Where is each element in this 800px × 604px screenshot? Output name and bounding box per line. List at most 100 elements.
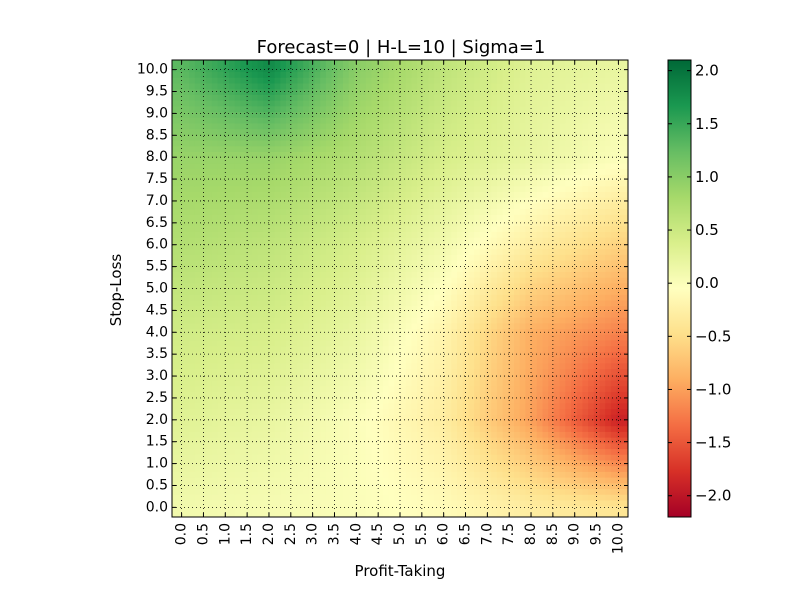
heatmap-cell — [320, 408, 327, 415]
heatmap-cell — [286, 339, 293, 347]
heatmap-cell — [479, 225, 487, 232]
heatmap-cell — [234, 448, 241, 455]
heatmap-cell — [286, 225, 293, 232]
heatmap-cell — [599, 437, 606, 444]
heatmap-cell — [417, 454, 424, 461]
heatmap-cell — [502, 482, 509, 490]
heatmap-cell — [559, 208, 566, 215]
heatmap-cell — [422, 357, 430, 364]
heatmap-cell — [514, 317, 521, 324]
heatmap-cell — [240, 311, 247, 318]
heatmap-cell — [246, 419, 253, 427]
heatmap-cell — [377, 305, 384, 312]
heatmap-cell — [622, 197, 628, 204]
heatmap-cell — [257, 477, 264, 484]
heatmap-cell — [263, 174, 270, 181]
heatmap-cell — [291, 179, 298, 187]
heatmap-cell — [553, 471, 561, 478]
heatmap-cell — [194, 505, 202, 512]
heatmap-cell — [588, 282, 595, 290]
heatmap-cell — [172, 277, 179, 284]
heatmap-cell — [217, 197, 224, 204]
heatmap-cell — [183, 168, 190, 175]
heatmap-cell — [525, 368, 532, 375]
heatmap-cell — [559, 385, 566, 392]
heatmap-cell — [354, 265, 361, 272]
heatmap-cell — [485, 334, 492, 341]
heatmap-cell — [542, 237, 549, 244]
heatmap-cell — [565, 328, 572, 335]
heatmap-cell — [268, 477, 276, 484]
heatmap-cell — [217, 505, 224, 512]
heatmap-cell — [485, 442, 492, 450]
heatmap-cell — [588, 397, 595, 404]
heatmap-cell — [268, 191, 276, 198]
heatmap-cell — [280, 362, 287, 370]
heatmap-cell — [229, 385, 236, 392]
heatmap-cell — [274, 385, 281, 392]
heatmap-cell — [576, 242, 583, 250]
heatmap-cell — [457, 408, 464, 415]
heatmap-cell — [588, 511, 595, 517]
heatmap-cell — [217, 357, 224, 364]
heatmap-cell — [582, 179, 589, 187]
heatmap-cell — [542, 231, 549, 238]
heatmap-cell — [194, 511, 202, 517]
heatmap-cell — [223, 419, 230, 427]
heatmap-cell — [251, 237, 259, 244]
heatmap-cell — [485, 185, 492, 192]
heatmap-cell — [405, 174, 412, 181]
heatmap-cell — [360, 511, 367, 517]
heatmap-cell — [462, 202, 469, 210]
heatmap-cell — [354, 294, 361, 301]
heatmap-cell — [343, 305, 350, 312]
heatmap-cell — [531, 437, 538, 444]
heatmap-cell — [439, 208, 447, 215]
heatmap-cell — [553, 408, 561, 415]
heatmap-cell — [257, 448, 264, 455]
heatmap-cell — [343, 294, 350, 301]
heatmap-cell — [491, 174, 498, 181]
heatmap-cell — [183, 311, 190, 318]
heatmap-cell — [189, 505, 196, 512]
heatmap-cell — [240, 334, 247, 341]
heatmap-cell — [172, 317, 179, 324]
heatmap-cell — [485, 299, 492, 307]
heatmap-cell — [303, 402, 310, 410]
heatmap-cell — [428, 328, 435, 335]
heatmap-cell — [206, 425, 213, 432]
heatmap-cell — [388, 465, 395, 472]
heatmap-cell — [240, 242, 247, 250]
heatmap-cell — [234, 368, 241, 375]
heatmap-cell — [343, 511, 350, 517]
heatmap-cell — [565, 431, 572, 438]
heatmap-cell — [354, 425, 361, 432]
heatmap-cell — [365, 482, 373, 490]
heatmap-cell — [308, 225, 316, 232]
heatmap-cell — [474, 408, 481, 415]
heatmap-cell — [593, 208, 601, 215]
heatmap-cell — [348, 442, 355, 450]
heatmap-cell — [360, 179, 367, 187]
heatmap-cell — [622, 311, 628, 318]
heatmap-cell — [610, 197, 618, 204]
heatmap-cell — [519, 351, 526, 358]
heatmap-cell — [599, 345, 606, 352]
heatmap-cell — [439, 162, 447, 170]
heatmap-cell — [605, 477, 612, 484]
heatmap-cell — [525, 237, 532, 244]
heatmap-cell — [519, 425, 526, 432]
heatmap-cell — [217, 317, 224, 324]
heatmap-cell — [194, 379, 202, 387]
heatmap-cell — [206, 208, 213, 215]
heatmap-cell — [263, 385, 270, 392]
heatmap-cell — [508, 362, 515, 370]
heatmap-cell — [371, 471, 378, 478]
heatmap-cell — [206, 431, 213, 438]
heatmap-cell — [251, 357, 259, 364]
heatmap-cell — [280, 168, 287, 175]
heatmap-cell — [400, 339, 407, 347]
heatmap-cell — [257, 494, 264, 501]
heatmap-cell — [457, 334, 464, 341]
heatmap-cell — [200, 494, 207, 501]
